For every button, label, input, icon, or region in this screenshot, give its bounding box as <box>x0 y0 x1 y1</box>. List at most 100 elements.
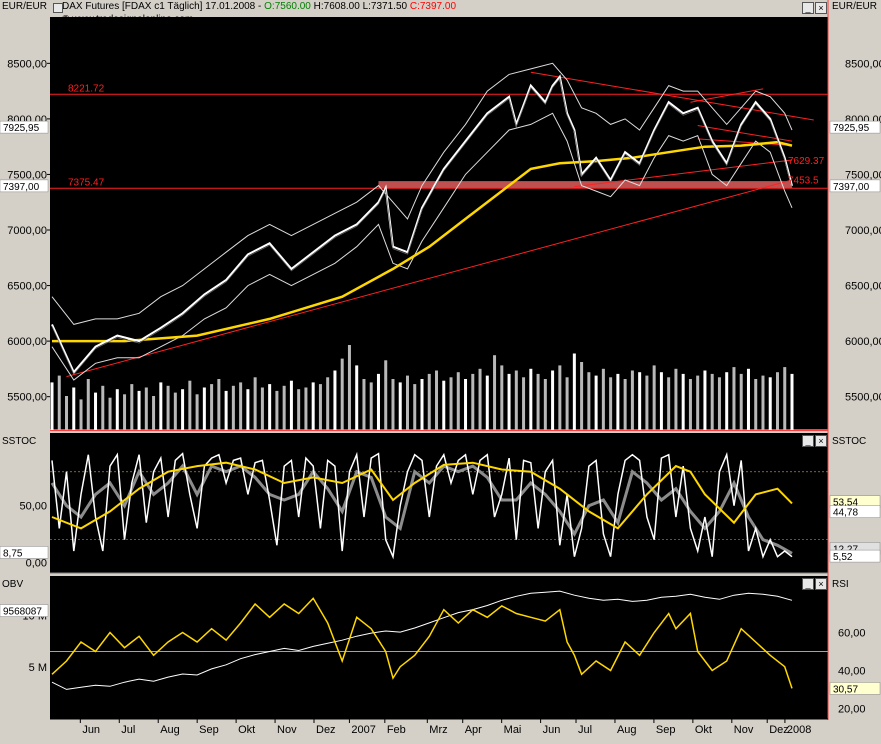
volume-bar <box>768 377 772 430</box>
high-value: H:7608.00 <box>313 1 360 12</box>
website-label: © www.tradesignalonline.com <box>62 14 194 25</box>
sstoc-right-badge-text: 53,54 <box>833 498 858 509</box>
volume-bar <box>674 368 678 430</box>
sstoc-signal-line <box>51 461 793 530</box>
volume-bar <box>384 360 388 430</box>
sstoc-right-badge: 53,54 <box>829 495 881 509</box>
sstoc-right-badge: 5,52 <box>829 549 881 563</box>
wedge-lower-line <box>697 125 793 142</box>
obv-left-badge: 9568087 <box>0 604 49 618</box>
price-shadow-line <box>51 77 793 375</box>
rsi-right-badge-bg <box>829 682 881 695</box>
volume-bar <box>202 387 206 430</box>
volume-bar <box>297 389 301 430</box>
close-icon[interactable]: × <box>815 578 827 590</box>
obv-left-badge-bg <box>0 604 49 617</box>
rsi-y-tick: 60,00 <box>838 628 866 640</box>
volume-bar <box>754 379 758 430</box>
volume-bar <box>485 375 489 430</box>
minimize-icon[interactable]: _ <box>802 578 814 590</box>
volume-bar <box>616 373 620 430</box>
volume-bar <box>362 379 366 430</box>
volume-bar <box>580 362 584 430</box>
volume-bar <box>696 375 700 430</box>
volume-bar <box>195 394 199 430</box>
sstoc-right-badge-bg <box>829 549 881 563</box>
volume-bar <box>355 365 359 430</box>
minimize-icon[interactable]: _ <box>802 2 814 14</box>
x-tick-label: Jun <box>82 724 100 736</box>
minimize-icon[interactable] <box>53 3 63 13</box>
instrument-name: DAX Futures [FDAX c1 Täglich] 17.01.2008… <box>62 1 262 12</box>
volume-bar <box>376 373 380 430</box>
volume-bar <box>652 365 656 430</box>
volume-bar <box>688 379 692 430</box>
volume-bar <box>94 392 98 430</box>
x-tick-label: Jun <box>543 724 561 736</box>
price-left-badge: 7925,95 <box>0 120 49 134</box>
close-value: C:7397.00 <box>409 1 457 12</box>
volume-bar <box>347 345 351 430</box>
volume-bar <box>224 390 228 430</box>
volume-bar <box>130 384 134 430</box>
volume-bar <box>710 373 714 430</box>
currency-right-label: EUR/EUR <box>832 1 878 12</box>
volume-bar <box>398 382 402 430</box>
sstoc-left-badge: 8,75 <box>0 546 49 559</box>
volume-bar <box>289 380 293 430</box>
x-tick-label: Mai <box>504 724 522 736</box>
price-y-tick-right: 6000,00 <box>845 336 881 348</box>
close-icon[interactable]: × <box>815 435 827 447</box>
volume-bar <box>630 370 634 430</box>
volume-bar <box>543 379 547 430</box>
price-y-tick-right: 5500,00 <box>845 392 881 404</box>
x-tick-label: Okt <box>695 724 712 736</box>
volume-bar <box>231 385 235 430</box>
x-tick-label: Sep <box>199 724 219 736</box>
horizontal-line-label: 8221.72 <box>68 83 105 94</box>
price-annotation: 7453.5 <box>788 176 819 187</box>
price-right-badge-text: 7925,95 <box>833 123 870 134</box>
price-y-tick-left: 6000,00 <box>7 336 47 348</box>
price-left-badge-bg <box>0 179 49 193</box>
rsi-right-badge: 30,57 <box>829 682 881 695</box>
volume-bar <box>123 394 127 430</box>
x-tick-label: Nov <box>734 724 754 736</box>
volume-bar <box>166 385 170 430</box>
sstoc-y-tick: 50,00 <box>19 501 47 513</box>
volume-bar <box>442 380 446 430</box>
horizontal-line-label: 7375.47 <box>68 177 105 188</box>
price-y-tick-left: 7000,00 <box>7 225 47 237</box>
volume-bar <box>420 379 424 430</box>
volume-bar <box>623 379 627 430</box>
rsi-y-tick: 40,00 <box>838 666 866 678</box>
volume-bar <box>572 353 576 430</box>
volume-bar <box>790 373 794 430</box>
volume-bar <box>152 396 156 430</box>
volume-bar <box>558 365 562 430</box>
volume-bar <box>275 390 279 430</box>
volume-bar <box>500 365 504 430</box>
price-line <box>51 74 793 375</box>
close-icon[interactable]: × <box>815 2 827 14</box>
price-y-tick-left: 8500,00 <box>7 58 47 70</box>
volume-bar <box>449 377 453 430</box>
volume-bar <box>268 384 272 430</box>
wedge-top-line <box>690 88 764 103</box>
sstoc-right-badge-text: 5,52 <box>833 552 853 563</box>
volume-bar <box>703 370 707 430</box>
open-value: O:7560.00 <box>264 1 311 12</box>
volume-bar <box>72 387 76 430</box>
price-y-tick-left: 7500,00 <box>7 169 47 181</box>
price-annotation: 7629.37 <box>788 156 825 167</box>
volume-bar <box>609 377 613 430</box>
volume-bar <box>514 370 518 430</box>
x-tick-label: Aug <box>617 724 637 736</box>
volume-bar <box>137 390 141 430</box>
volume-bar <box>239 382 243 430</box>
volume-bar <box>478 368 482 430</box>
minimize-icon[interactable]: _ <box>802 435 814 447</box>
support-trendline <box>66 179 793 378</box>
rsi-y-tick: 20,00 <box>838 704 866 716</box>
